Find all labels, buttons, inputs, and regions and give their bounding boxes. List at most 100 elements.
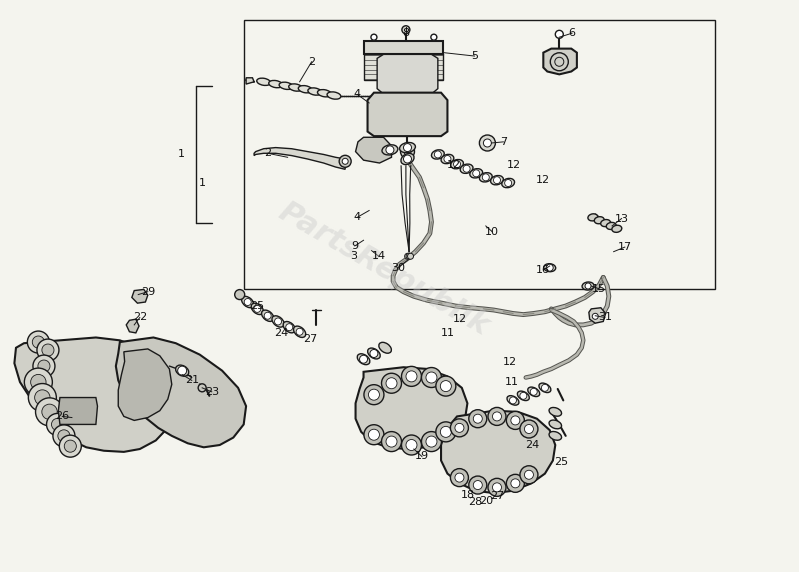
Circle shape: [585, 283, 591, 289]
Circle shape: [30, 375, 46, 390]
Circle shape: [451, 419, 468, 437]
Text: 7: 7: [500, 137, 507, 147]
Circle shape: [404, 148, 411, 155]
Circle shape: [555, 30, 563, 38]
Circle shape: [406, 253, 412, 259]
Circle shape: [479, 135, 495, 151]
Circle shape: [381, 432, 402, 451]
Ellipse shape: [606, 223, 616, 229]
Circle shape: [371, 34, 377, 40]
Text: 26: 26: [55, 411, 70, 422]
Polygon shape: [589, 308, 606, 323]
Ellipse shape: [317, 90, 332, 97]
Ellipse shape: [272, 316, 284, 327]
Text: 18: 18: [460, 490, 475, 500]
Circle shape: [426, 436, 437, 447]
Text: 28: 28: [468, 497, 483, 507]
Ellipse shape: [268, 81, 283, 88]
Text: 13: 13: [614, 213, 629, 224]
Ellipse shape: [283, 321, 296, 333]
Circle shape: [454, 161, 460, 168]
Circle shape: [368, 429, 380, 440]
Text: 4: 4: [354, 89, 360, 100]
Ellipse shape: [549, 407, 562, 416]
Text: 20: 20: [479, 495, 493, 506]
Circle shape: [42, 404, 58, 419]
Polygon shape: [116, 337, 246, 447]
Circle shape: [435, 376, 456, 396]
Polygon shape: [356, 367, 467, 449]
Circle shape: [520, 420, 538, 438]
Circle shape: [531, 388, 537, 395]
Ellipse shape: [401, 153, 414, 165]
Ellipse shape: [594, 217, 604, 224]
Circle shape: [492, 483, 502, 492]
Circle shape: [451, 468, 468, 487]
Polygon shape: [118, 349, 172, 420]
Ellipse shape: [507, 396, 519, 405]
Text: 27: 27: [303, 333, 317, 344]
Circle shape: [402, 26, 410, 34]
Text: 6: 6: [569, 28, 575, 38]
Ellipse shape: [382, 145, 398, 155]
Ellipse shape: [460, 164, 473, 173]
Circle shape: [46, 414, 69, 435]
Ellipse shape: [293, 326, 306, 337]
Circle shape: [431, 34, 437, 40]
Ellipse shape: [544, 264, 555, 272]
Circle shape: [42, 344, 54, 356]
Circle shape: [444, 156, 451, 162]
Circle shape: [401, 367, 422, 386]
Circle shape: [488, 407, 506, 426]
Text: 9: 9: [352, 241, 358, 251]
Ellipse shape: [387, 98, 396, 104]
Circle shape: [59, 435, 81, 457]
Text: 12: 12: [503, 356, 517, 367]
Circle shape: [364, 385, 384, 404]
Ellipse shape: [241, 296, 254, 308]
Text: 21: 21: [185, 375, 199, 386]
Polygon shape: [364, 54, 443, 80]
Circle shape: [547, 264, 553, 271]
Ellipse shape: [528, 387, 539, 396]
Ellipse shape: [379, 97, 388, 103]
Circle shape: [406, 439, 417, 451]
Circle shape: [129, 324, 134, 328]
Text: 5: 5: [471, 51, 478, 61]
Circle shape: [198, 384, 206, 392]
Circle shape: [435, 422, 456, 442]
Circle shape: [27, 331, 50, 353]
Circle shape: [483, 174, 489, 181]
Circle shape: [473, 480, 483, 490]
Circle shape: [505, 180, 511, 186]
Ellipse shape: [288, 84, 303, 91]
Text: 22: 22: [133, 312, 147, 323]
Text: 11: 11: [504, 377, 519, 387]
Ellipse shape: [441, 154, 454, 164]
Circle shape: [511, 479, 520, 488]
Text: 25: 25: [554, 457, 568, 467]
Ellipse shape: [588, 214, 598, 221]
Polygon shape: [364, 41, 443, 54]
Circle shape: [401, 435, 422, 455]
Ellipse shape: [327, 92, 341, 99]
Polygon shape: [246, 78, 254, 84]
Text: 3: 3: [351, 251, 357, 261]
Circle shape: [469, 410, 487, 428]
Circle shape: [37, 339, 59, 361]
Circle shape: [296, 328, 303, 335]
Text: 31: 31: [598, 312, 612, 323]
Circle shape: [520, 466, 538, 484]
Ellipse shape: [582, 282, 594, 290]
Polygon shape: [254, 148, 345, 169]
Circle shape: [440, 380, 451, 392]
Circle shape: [235, 289, 244, 300]
Text: 14: 14: [372, 251, 386, 261]
Circle shape: [53, 425, 75, 447]
Circle shape: [455, 423, 464, 432]
Circle shape: [400, 145, 415, 158]
Text: 27: 27: [490, 491, 504, 502]
Text: 12: 12: [507, 160, 521, 170]
Circle shape: [342, 158, 348, 164]
Polygon shape: [356, 137, 392, 163]
